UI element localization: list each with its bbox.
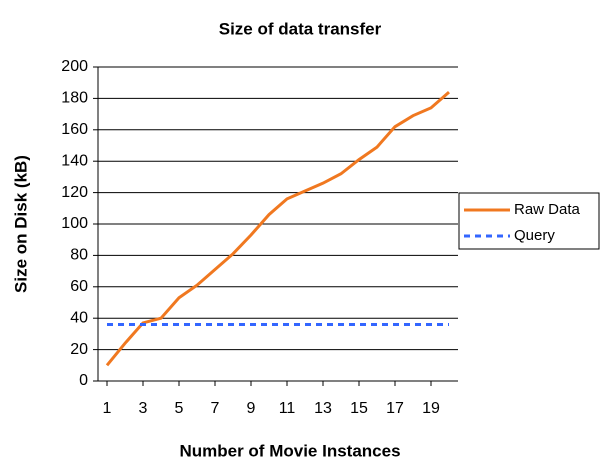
y-tick-label: 160 (61, 121, 88, 138)
y-tick-label: 140 (61, 152, 88, 169)
y-tick-label: 20 (70, 341, 88, 358)
y-tick-label: 60 (70, 278, 88, 295)
y-tick-label: 40 (70, 309, 88, 326)
x-tick-label: 5 (175, 400, 184, 417)
series-line (105, 90, 450, 367)
legend-label: Query (514, 227, 555, 244)
y-tick-label: 200 (61, 58, 88, 75)
chart-title: Size of data transfer (219, 19, 382, 38)
legend-label: Raw Data (514, 201, 581, 218)
y-tick-label: 180 (61, 90, 88, 107)
x-tick-label: 3 (139, 400, 148, 417)
x-tick-label: 7 (211, 400, 220, 417)
y-tick-label: 80 (70, 247, 88, 264)
y-tick-label: 0 (79, 372, 88, 389)
x-tick-label: 1 (103, 400, 112, 417)
y-axis-label: Size on Disk (kB) (11, 155, 30, 293)
x-tick-label: 11 (279, 400, 296, 417)
y-tick-label: 120 (61, 184, 88, 201)
x-tick-label: 9 (247, 400, 256, 417)
x-tick-label: 17 (386, 400, 404, 417)
x-tick-label: 15 (350, 400, 368, 417)
x-tick-label: 13 (314, 400, 332, 417)
x-tick-label: 19 (422, 400, 440, 417)
x-axis-label: Number of Movie Instances (179, 441, 400, 460)
y-tick-label: 100 (61, 215, 88, 232)
legend-box (458, 192, 600, 250)
